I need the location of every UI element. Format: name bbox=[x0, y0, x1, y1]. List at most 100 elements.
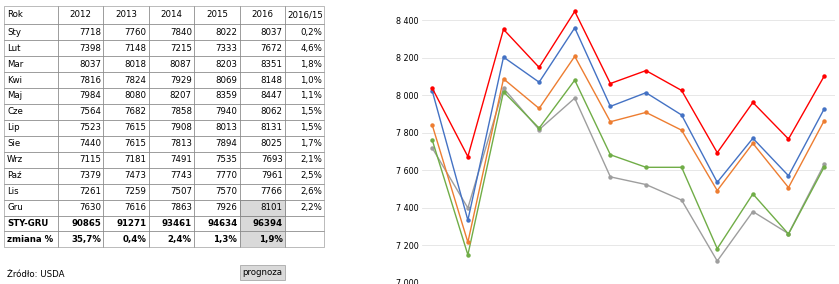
Bar bbox=[149, 216, 195, 231]
Text: 7616: 7616 bbox=[124, 203, 146, 212]
Bar bbox=[240, 266, 285, 280]
2013 bbox=[641, 166, 651, 169]
Text: Maj: Maj bbox=[7, 91, 22, 101]
Text: 8359: 8359 bbox=[216, 91, 237, 101]
Bar bbox=[103, 120, 149, 136]
Text: Rok: Rok bbox=[7, 11, 23, 19]
2013 bbox=[534, 126, 545, 130]
Text: 7615: 7615 bbox=[124, 123, 146, 132]
2012 bbox=[427, 146, 437, 150]
Bar bbox=[58, 152, 103, 168]
Bar bbox=[285, 104, 325, 120]
2014 bbox=[498, 77, 508, 81]
Text: 1,5%: 1,5% bbox=[300, 123, 322, 132]
Bar bbox=[58, 56, 103, 72]
Bar bbox=[4, 216, 58, 231]
2012 bbox=[676, 199, 686, 202]
Bar bbox=[4, 104, 58, 120]
Text: 1,7%: 1,7% bbox=[300, 139, 322, 148]
Text: Gru: Gru bbox=[7, 203, 23, 212]
Bar bbox=[58, 216, 103, 231]
Text: 1,3%: 1,3% bbox=[213, 235, 237, 244]
Text: 7770: 7770 bbox=[216, 171, 237, 180]
2014 bbox=[641, 111, 651, 114]
2013 bbox=[570, 78, 580, 82]
Text: 8022: 8022 bbox=[216, 28, 237, 37]
Bar bbox=[285, 152, 325, 168]
Bar bbox=[285, 40, 325, 56]
Text: Lip: Lip bbox=[7, 123, 19, 132]
2014 bbox=[819, 119, 829, 122]
Text: Paź: Paź bbox=[7, 171, 22, 180]
Text: 7961: 7961 bbox=[261, 171, 283, 180]
Text: Kwi: Kwi bbox=[7, 76, 22, 85]
2012 bbox=[819, 163, 829, 166]
Bar bbox=[4, 152, 58, 168]
Bar bbox=[149, 152, 195, 168]
Text: 8069: 8069 bbox=[216, 76, 237, 85]
2016 bbox=[498, 28, 508, 31]
2016 bbox=[676, 89, 686, 92]
Text: 7693: 7693 bbox=[261, 155, 283, 164]
Bar bbox=[149, 136, 195, 152]
2016 bbox=[819, 74, 829, 78]
Text: 7816: 7816 bbox=[79, 76, 101, 85]
Bar bbox=[195, 72, 240, 88]
Bar bbox=[195, 136, 240, 152]
Bar bbox=[285, 216, 325, 231]
2015 bbox=[676, 113, 686, 117]
2013 bbox=[463, 253, 473, 256]
2016 bbox=[463, 155, 473, 158]
Text: 8025: 8025 bbox=[261, 139, 283, 148]
Bar bbox=[149, 6, 195, 24]
2014 bbox=[570, 55, 580, 58]
Text: 8203: 8203 bbox=[216, 60, 237, 68]
Bar bbox=[149, 24, 195, 40]
Text: 7523: 7523 bbox=[79, 123, 101, 132]
Bar bbox=[240, 6, 285, 24]
Text: 7894: 7894 bbox=[216, 139, 237, 148]
Bar bbox=[103, 56, 149, 72]
2013 bbox=[712, 247, 722, 250]
2013 bbox=[748, 192, 758, 196]
2015 bbox=[427, 89, 437, 93]
Text: 35,7%: 35,7% bbox=[71, 235, 101, 244]
Bar bbox=[103, 216, 149, 231]
Text: 7570: 7570 bbox=[216, 187, 237, 196]
Text: 7766: 7766 bbox=[261, 187, 283, 196]
2016 bbox=[534, 66, 545, 69]
Bar bbox=[103, 200, 149, 216]
Bar bbox=[149, 104, 195, 120]
Text: 2,6%: 2,6% bbox=[300, 187, 322, 196]
Bar bbox=[195, 24, 240, 40]
2015 bbox=[534, 80, 545, 84]
2014 bbox=[463, 241, 473, 244]
2016 bbox=[570, 10, 580, 13]
Bar bbox=[58, 24, 103, 40]
Text: 2013: 2013 bbox=[115, 11, 137, 19]
Text: 1,0%: 1,0% bbox=[300, 76, 322, 85]
Text: 7398: 7398 bbox=[79, 44, 101, 53]
Text: Wrz: Wrz bbox=[7, 155, 23, 164]
Bar bbox=[149, 200, 195, 216]
Bar bbox=[58, 136, 103, 152]
Text: Cze: Cze bbox=[7, 107, 23, 116]
Bar bbox=[4, 6, 58, 24]
Bar bbox=[103, 104, 149, 120]
Line: 2015: 2015 bbox=[430, 26, 826, 222]
Bar bbox=[149, 120, 195, 136]
Bar bbox=[4, 231, 58, 247]
Text: 7181: 7181 bbox=[124, 155, 146, 164]
Bar bbox=[195, 88, 240, 104]
Bar bbox=[285, 184, 325, 200]
Line: 2013: 2013 bbox=[430, 79, 826, 256]
Bar bbox=[58, 104, 103, 120]
2015 bbox=[641, 91, 651, 94]
Text: 1,5%: 1,5% bbox=[300, 107, 322, 116]
Bar bbox=[195, 184, 240, 200]
Bar bbox=[149, 184, 195, 200]
Bar bbox=[285, 120, 325, 136]
Text: 7440: 7440 bbox=[79, 139, 101, 148]
2016 bbox=[427, 87, 437, 90]
2013 bbox=[676, 166, 686, 169]
